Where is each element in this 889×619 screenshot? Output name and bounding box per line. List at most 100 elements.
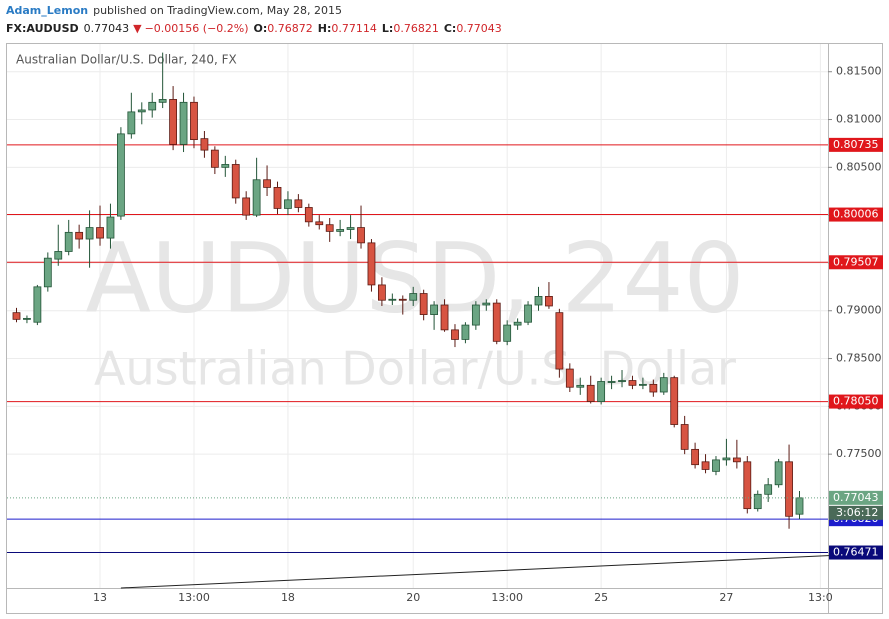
candle-body (492, 302, 501, 342)
price-label-box (829, 137, 883, 152)
candle-body (85, 227, 94, 240)
published: published on TradingView.com, May 28, 20… (93, 4, 342, 17)
candle-body (471, 304, 480, 326)
x-tick-label: 18 (281, 591, 295, 604)
last-price-label: 0.77043 (833, 491, 879, 504)
candle-body (284, 199, 292, 209)
low: 0.76821 (393, 22, 439, 35)
candle-body (482, 302, 491, 306)
x-tick-label: 27 (719, 591, 733, 604)
candle-body (753, 493, 762, 510)
price-label: 0.80735 (833, 138, 879, 151)
candle-body (639, 383, 647, 386)
candle-body (524, 304, 532, 323)
frame (6, 43, 883, 614)
candle-body (190, 101, 198, 141)
candle-body (764, 484, 773, 495)
y-tick-label: 0.81000 (836, 113, 882, 126)
price-label-box (829, 394, 883, 409)
candle-body (712, 459, 720, 472)
candle-body (148, 101, 157, 111)
candle-body (357, 227, 365, 244)
candle-body (743, 461, 752, 510)
candle-body (377, 284, 386, 301)
candle-body (117, 133, 125, 217)
candle-body (158, 99, 167, 103)
x-tick-label: 13:00 (178, 591, 210, 604)
trend-line (120, 554, 831, 589)
y-tick-label: 0.77500 (836, 447, 882, 460)
candle-body (231, 164, 240, 199)
watermark-symbol: AUDUSD, 240 (85, 222, 744, 334)
last-price-box (829, 490, 883, 505)
candle-body (106, 216, 115, 239)
candle-body (137, 109, 146, 113)
candle-body (12, 312, 21, 320)
candle-body (75, 231, 84, 240)
candle-body (43, 257, 52, 288)
candle-body (221, 164, 230, 168)
author[interactable]: Adam_Lemon (6, 4, 88, 17)
header-line-2: FX:AUDUSD 0.77043 ▼ −0.00156 (−0.2%) O:0.768… (6, 22, 502, 35)
close: 0.77043 (456, 22, 502, 35)
legend: Australian Dollar/U.S. Dollar, 240, FX (16, 53, 237, 67)
candle-body (33, 286, 42, 323)
candle-body (127, 111, 136, 135)
candle-body (210, 149, 219, 168)
candle-body (461, 324, 470, 340)
x-tick-label: 13:00 (491, 591, 523, 604)
candle-body (440, 304, 449, 331)
x-tick-label: 13:0 (808, 591, 833, 604)
open: 0.76872 (267, 22, 313, 35)
candle-body (346, 227, 355, 230)
candle-body (242, 197, 251, 216)
candle-body (419, 293, 428, 315)
countdown-box (829, 505, 883, 520)
price-label-box (829, 545, 883, 560)
symbol: FX:AUDUSD (6, 22, 79, 35)
candle-body (597, 381, 606, 402)
candle-body (670, 377, 679, 425)
candle-body (795, 497, 804, 515)
watermark-name: Australian Dollar/U.S. Dollar (94, 342, 736, 396)
high-label: H: (318, 22, 332, 35)
candle-body (263, 179, 271, 188)
candle-body (691, 448, 699, 466)
y-tick-label: 0.79000 (836, 304, 882, 317)
candle-body (659, 377, 668, 393)
candle-body (785, 461, 793, 517)
y-tick-label: 0.80500 (836, 160, 882, 173)
low-label: L: (382, 22, 393, 35)
candle-body (534, 296, 543, 306)
candle-body (680, 424, 689, 450)
candle-body (388, 298, 397, 301)
candle-body (64, 231, 73, 252)
candle-body (618, 380, 626, 382)
close-label: C: (444, 22, 456, 35)
x-tick-label: 20 (406, 591, 420, 604)
candle-body (200, 138, 209, 151)
candle-body (451, 329, 459, 340)
candle-body (23, 317, 31, 320)
candle-body (398, 298, 407, 301)
candle-body (169, 99, 178, 145)
price-label-box (829, 207, 883, 222)
header-line-1: Adam_Lemon published on TradingView.com, … (6, 4, 342, 17)
candle-body (607, 381, 616, 383)
candle-body (304, 207, 313, 223)
x-tick-label: 25 (594, 591, 608, 604)
candle-body (336, 229, 345, 232)
countdown: 3:06:12 (836, 506, 878, 519)
candle-body (409, 293, 418, 301)
candle-body (628, 380, 637, 386)
candle-body (701, 461, 710, 470)
candle-body (367, 242, 376, 286)
candle-body (325, 224, 334, 232)
candle-body (732, 457, 741, 463)
candle-body (179, 101, 188, 145)
y-tick-label: 0.78500 (836, 352, 882, 365)
y-tick-label: 0.81500 (836, 65, 882, 78)
candle-body (722, 457, 731, 461)
